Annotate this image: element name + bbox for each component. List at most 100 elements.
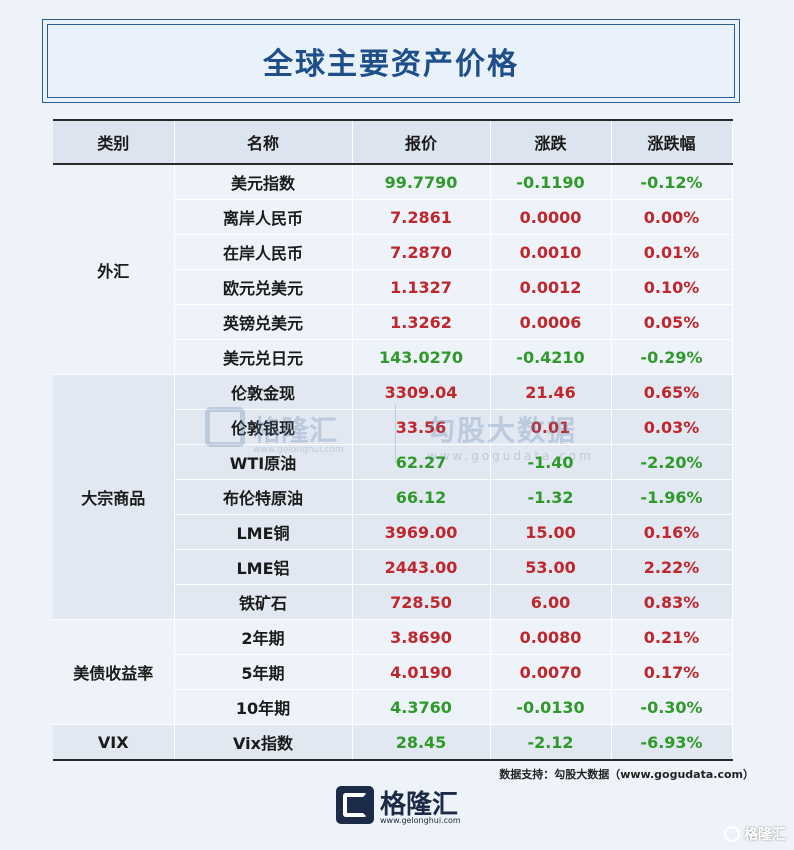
footer-url: www.gelonghui.com xyxy=(380,816,461,825)
table-row: 外汇 美元指数 99.7790 -0.1190 -0.12% xyxy=(53,164,733,375)
name-cell: 布伦特原油 xyxy=(174,479,353,515)
name-cell: 伦敦银现 xyxy=(174,409,353,445)
table-row: 在岸人民币 7.2870 0.0010 0.01% xyxy=(53,234,733,270)
price-cell: 99.7790 xyxy=(352,164,491,200)
change-pct-cell: -0.30% xyxy=(611,689,733,725)
change-cell: -0.4210 xyxy=(490,339,612,375)
price-cell: 28.45 xyxy=(352,724,491,761)
change-pct-cell: -2.20% xyxy=(611,444,733,480)
header-name: 名称 xyxy=(174,119,353,165)
change-cell: 15.00 xyxy=(490,514,612,550)
change-cell: 53.00 xyxy=(490,549,612,585)
table-row: LME铝 2443.00 53.00 2.22% xyxy=(53,549,733,585)
corner-label: 格隆汇 xyxy=(744,827,786,843)
name-cell: 10年期 xyxy=(174,689,353,725)
table-header-row: 类别 名称 报价 涨跌 涨跌幅 xyxy=(53,119,733,165)
change-cell: -2.12 xyxy=(490,724,612,761)
change-pct-cell: 0.83% xyxy=(611,584,733,620)
category-cell: 大宗商品 xyxy=(53,374,175,620)
table-row: 布伦特原油 66.12 -1.32 -1.96% xyxy=(53,479,733,515)
change-cell: -1.32 xyxy=(490,479,612,515)
change-pct-cell: 2.22% xyxy=(611,549,733,585)
name-cell: Vix指数 xyxy=(174,724,353,761)
footer-brand: 格隆汇 xyxy=(380,790,459,820)
name-cell: 在岸人民币 xyxy=(174,234,353,270)
table-row: 英镑兑美元 1.3262 0.0006 0.05% xyxy=(53,304,733,340)
change-pct-cell: 0.65% xyxy=(611,374,733,410)
name-cell: 5年期 xyxy=(174,654,353,690)
table-row: LME铜 3969.00 15.00 0.16% xyxy=(53,514,733,550)
price-cell: 143.0270 xyxy=(352,339,491,375)
change-pct-cell: 0.16% xyxy=(611,514,733,550)
price-cell: 33.56 xyxy=(352,409,491,445)
table-row: VIX Vix指数 28.45 -2.12 -6.93% xyxy=(53,724,733,761)
change-cell: 21.46 xyxy=(490,374,612,410)
title-inner-frame: 全球主要资产价格 xyxy=(47,24,735,98)
header-category: 类别 xyxy=(53,119,175,165)
change-pct-cell: -0.29% xyxy=(611,339,733,375)
name-cell: 欧元兑美元 xyxy=(174,269,353,305)
change-pct-cell: -0.12% xyxy=(611,164,733,200)
header-price: 报价 xyxy=(352,119,491,165)
table-row: 伦敦银现 33.56 0.01 0.03% xyxy=(53,409,733,445)
change-pct-cell: 0.03% xyxy=(611,409,733,445)
brand-logo-icon xyxy=(336,786,374,824)
change-cell: 0.0012 xyxy=(490,269,612,305)
change-cell: 0.0006 xyxy=(490,304,612,340)
change-pct-cell: -6.93% xyxy=(611,724,733,761)
brand-circle-icon xyxy=(724,826,740,842)
name-cell: 伦敦金现 xyxy=(174,374,353,410)
name-cell: LME铜 xyxy=(174,514,353,550)
table-body: 外汇 美元指数 99.7790 -0.1190 -0.12% 离岸人民币 7.2861 0.0… xyxy=(53,164,733,761)
table-row: WTI原油 62.27 -1.40 -2.20% xyxy=(53,444,733,480)
category-cell: 美债收益率 xyxy=(53,619,175,725)
price-cell: 4.3760 xyxy=(352,689,491,725)
price-cell: 3309.04 xyxy=(352,374,491,410)
change-pct-cell: 0.00% xyxy=(611,199,733,235)
table-row: 铁矿石 728.50 6.00 0.83% xyxy=(53,584,733,620)
table-row: 大宗商品 伦敦金现 3309.04 21.46 0.65% xyxy=(53,374,733,620)
asset-price-table: 类别 名称 报价 涨跌 涨跌幅 外汇 美元指数 99.7790 -0.1190 -0.1… xyxy=(53,119,733,761)
price-cell: 1.3262 xyxy=(352,304,491,340)
table-row: 10年期 4.3760 -0.0130 -0.30% xyxy=(53,689,733,725)
table-row: 美元兑日元 143.0270 -0.4210 -0.29% xyxy=(53,339,733,375)
footer-logo: 格隆汇 www.gelonghui.com xyxy=(336,784,466,828)
name-cell: 离岸人民币 xyxy=(174,199,353,235)
category-cell: VIX xyxy=(53,724,175,761)
change-pct-cell: 0.05% xyxy=(611,304,733,340)
change-cell: -0.0130 xyxy=(490,689,612,725)
change-cell: 0.0080 xyxy=(490,619,612,655)
table-row: 欧元兑美元 1.1327 0.0012 0.10% xyxy=(53,269,733,305)
page-title: 全球主要资产价格 xyxy=(263,47,519,82)
change-cell: 0.0010 xyxy=(490,234,612,270)
title-banner: 全球主要资产价格 xyxy=(42,19,740,103)
name-cell: LME铝 xyxy=(174,549,353,585)
name-cell: 美元指数 xyxy=(174,164,353,200)
change-cell: -1.40 xyxy=(490,444,612,480)
table-row: 美债收益率 2年期 3.8690 0.0080 0.21% xyxy=(53,619,733,725)
name-cell: 英镑兑美元 xyxy=(174,304,353,340)
change-cell: 6.00 xyxy=(490,584,612,620)
price-cell: 3969.00 xyxy=(352,514,491,550)
price-cell: 66.12 xyxy=(352,479,491,515)
change-pct-cell: 0.10% xyxy=(611,269,733,305)
price-cell: 1.1327 xyxy=(352,269,491,305)
change-pct-cell: 0.17% xyxy=(611,654,733,690)
change-pct-cell: -1.96% xyxy=(611,479,733,515)
price-cell: 7.2870 xyxy=(352,234,491,270)
data-source-note: 数据支持：勾股大数据（www.gogudata.com） xyxy=(499,768,754,781)
change-pct-cell: 0.01% xyxy=(611,234,733,270)
category-cell: 外汇 xyxy=(53,164,175,375)
name-cell: WTI原油 xyxy=(174,444,353,480)
name-cell: 美元兑日元 xyxy=(174,339,353,375)
price-cell: 4.0190 xyxy=(352,654,491,690)
change-cell: 0.0070 xyxy=(490,654,612,690)
price-cell: 728.50 xyxy=(352,584,491,620)
table-row: 离岸人民币 7.2861 0.0000 0.00% xyxy=(53,199,733,235)
table-row: 5年期 4.0190 0.0070 0.17% xyxy=(53,654,733,690)
corner-watermark: 格隆汇 xyxy=(724,824,786,844)
price-cell: 3.8690 xyxy=(352,619,491,655)
name-cell: 2年期 xyxy=(174,619,353,655)
change-pct-cell: 0.21% xyxy=(611,619,733,655)
header-change: 涨跌 xyxy=(490,119,612,165)
